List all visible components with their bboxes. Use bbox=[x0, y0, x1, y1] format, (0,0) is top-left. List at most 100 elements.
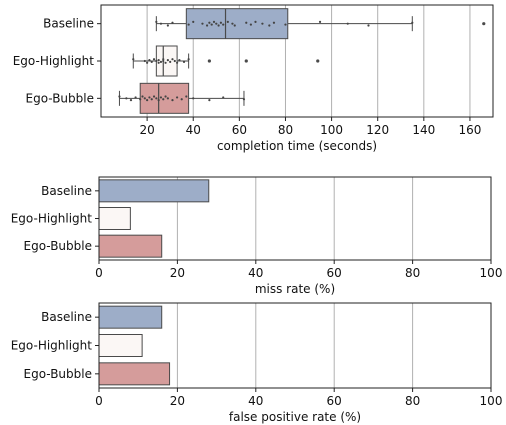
box-iqr bbox=[139, 82, 190, 114]
data-point bbox=[150, 60, 153, 64]
category-label-ego-highlight: Ego-Highlight bbox=[11, 212, 93, 226]
data-point bbox=[159, 60, 163, 64]
data-point bbox=[201, 22, 204, 25]
category-label-ego-bubble: Ego-Bubble bbox=[24, 239, 92, 253]
data-point bbox=[171, 58, 174, 61]
x-tick-label-80: 80 bbox=[405, 394, 420, 408]
x-tick-label-40: 40 bbox=[186, 123, 201, 137]
x-tick-label-160: 160 bbox=[458, 123, 481, 137]
bar-baseline bbox=[98, 179, 210, 203]
data-point bbox=[187, 58, 190, 61]
category-label-ego-highlight: Ego-Highlight bbox=[11, 339, 93, 353]
data-point bbox=[146, 99, 149, 102]
x-tick-label-60: 60 bbox=[327, 266, 342, 280]
data-point bbox=[148, 59, 151, 62]
x-tick-label-20: 20 bbox=[170, 394, 185, 408]
data-point bbox=[159, 22, 163, 25]
data-point bbox=[182, 60, 186, 64]
category-label-ego-bubble: Ego-Bubble bbox=[24, 367, 92, 381]
bar-ego-highlight bbox=[98, 334, 143, 357]
data-point bbox=[226, 20, 229, 23]
x-tick-label-100: 100 bbox=[480, 266, 503, 280]
data-point bbox=[187, 23, 190, 26]
x-tick-label-20: 20 bbox=[139, 123, 154, 137]
data-point bbox=[208, 99, 211, 102]
x-tick-label-60: 60 bbox=[232, 123, 247, 137]
data-point bbox=[171, 99, 174, 102]
data-point bbox=[162, 59, 165, 63]
bar-ego-bubble bbox=[98, 362, 171, 386]
x-tick-label-100: 100 bbox=[480, 394, 503, 408]
data-point bbox=[233, 24, 236, 27]
data-point bbox=[155, 20, 158, 23]
data-point bbox=[192, 97, 195, 100]
outlier-point bbox=[207, 59, 211, 63]
outlier-point bbox=[482, 22, 486, 26]
data-point bbox=[208, 21, 211, 24]
data-point bbox=[164, 95, 167, 98]
outlier-point bbox=[316, 59, 320, 63]
bar-ego-bubble bbox=[98, 234, 163, 258]
data-point bbox=[284, 23, 287, 26]
data-point bbox=[129, 99, 133, 102]
data-point bbox=[261, 22, 264, 25]
data-point bbox=[162, 58, 165, 61]
x-tick-label-100: 100 bbox=[320, 123, 343, 137]
data-point bbox=[367, 24, 370, 27]
x-tick-label-80: 80 bbox=[278, 123, 293, 137]
data-point bbox=[318, 20, 322, 23]
data-point bbox=[166, 59, 169, 62]
data-point bbox=[169, 60, 172, 64]
data-point bbox=[212, 20, 216, 23]
data-point bbox=[118, 95, 121, 98]
x-tick-label-60: 60 bbox=[327, 394, 342, 408]
data-point bbox=[132, 58, 135, 61]
data-point bbox=[150, 98, 153, 101]
data-point bbox=[148, 96, 151, 99]
data-point bbox=[171, 21, 174, 24]
x-axis-title: false positive rate (%) bbox=[229, 410, 361, 424]
data-point bbox=[157, 99, 160, 102]
data-point bbox=[254, 20, 257, 23]
data-point bbox=[242, 98, 246, 101]
data-point bbox=[157, 59, 160, 62]
data-point bbox=[210, 23, 213, 26]
data-point bbox=[155, 97, 158, 100]
data-point bbox=[146, 61, 149, 64]
outlier-point bbox=[244, 59, 248, 63]
data-point bbox=[162, 98, 165, 101]
data-point bbox=[185, 95, 188, 98]
data-point bbox=[166, 24, 169, 27]
data-point bbox=[219, 21, 223, 24]
chart-panel-1: Baseline Ego-Highlight Ego-Bubble 20 40 60 80 1… bbox=[13, 4, 494, 153]
data-point bbox=[222, 96, 225, 99]
data-point bbox=[157, 61, 160, 64]
data-point bbox=[411, 21, 414, 24]
data-point bbox=[217, 24, 220, 27]
data-point bbox=[134, 96, 137, 99]
x-tick-label-20: 20 bbox=[170, 266, 185, 280]
data-point bbox=[139, 98, 142, 101]
box-baseline bbox=[155, 8, 486, 40]
data-point bbox=[245, 21, 248, 24]
x-tick-label-140: 140 bbox=[412, 123, 435, 137]
category-label-baseline: Baseline bbox=[43, 17, 94, 31]
data-point bbox=[178, 59, 181, 62]
data-point bbox=[175, 61, 179, 64]
x-tick-label-80: 80 bbox=[405, 266, 420, 280]
category-label-baseline: Baseline bbox=[41, 310, 92, 324]
data-point bbox=[205, 24, 209, 27]
x-tick-label-0: 0 bbox=[95, 394, 103, 408]
data-point bbox=[152, 58, 156, 61]
data-point bbox=[175, 96, 179, 99]
data-point bbox=[143, 97, 146, 100]
data-point bbox=[125, 97, 128, 100]
category-label-baseline: Baseline bbox=[41, 184, 92, 198]
data-point bbox=[173, 59, 176, 63]
data-point bbox=[268, 24, 271, 27]
data-point bbox=[180, 98, 183, 101]
data-point bbox=[346, 22, 349, 25]
